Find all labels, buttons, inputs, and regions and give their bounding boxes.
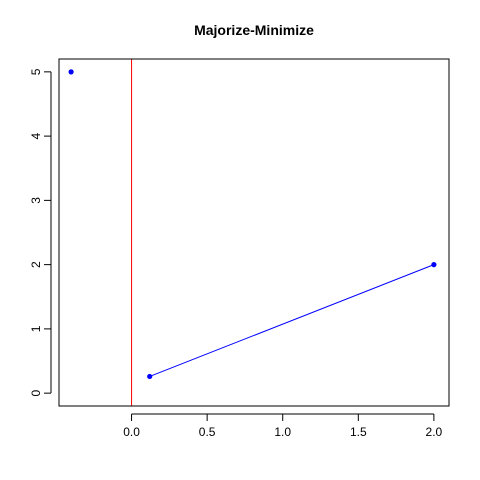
data-series <box>68 69 437 380</box>
chart-title: Majorize-Minimize <box>194 22 314 38</box>
x-tick-label: 0.0 <box>123 425 140 439</box>
y-tick-label: 4 <box>29 132 43 139</box>
data-point <box>431 262 437 268</box>
y-tick-label: 3 <box>29 197 43 204</box>
y-tick-label: 1 <box>29 325 43 332</box>
y-tick-label: 5 <box>29 68 43 75</box>
x-axis: 0.0 0.5 1.0 1.5 2.0 <box>123 413 443 439</box>
y-tick-label: 2 <box>29 261 43 268</box>
y-tick-label: 0 <box>29 389 43 396</box>
y-axis: 0 1 2 3 4 5 <box>29 68 52 396</box>
data-point <box>68 69 74 75</box>
x-tick-label: 2.0 <box>426 425 443 439</box>
data-point <box>147 373 153 380</box>
plot-box <box>58 58 450 407</box>
x-tick-label: 1.0 <box>274 425 291 439</box>
series-line <box>149 264 435 377</box>
x-tick-label: 1.5 <box>350 425 367 439</box>
x-tick-label: 0.5 <box>199 425 216 439</box>
